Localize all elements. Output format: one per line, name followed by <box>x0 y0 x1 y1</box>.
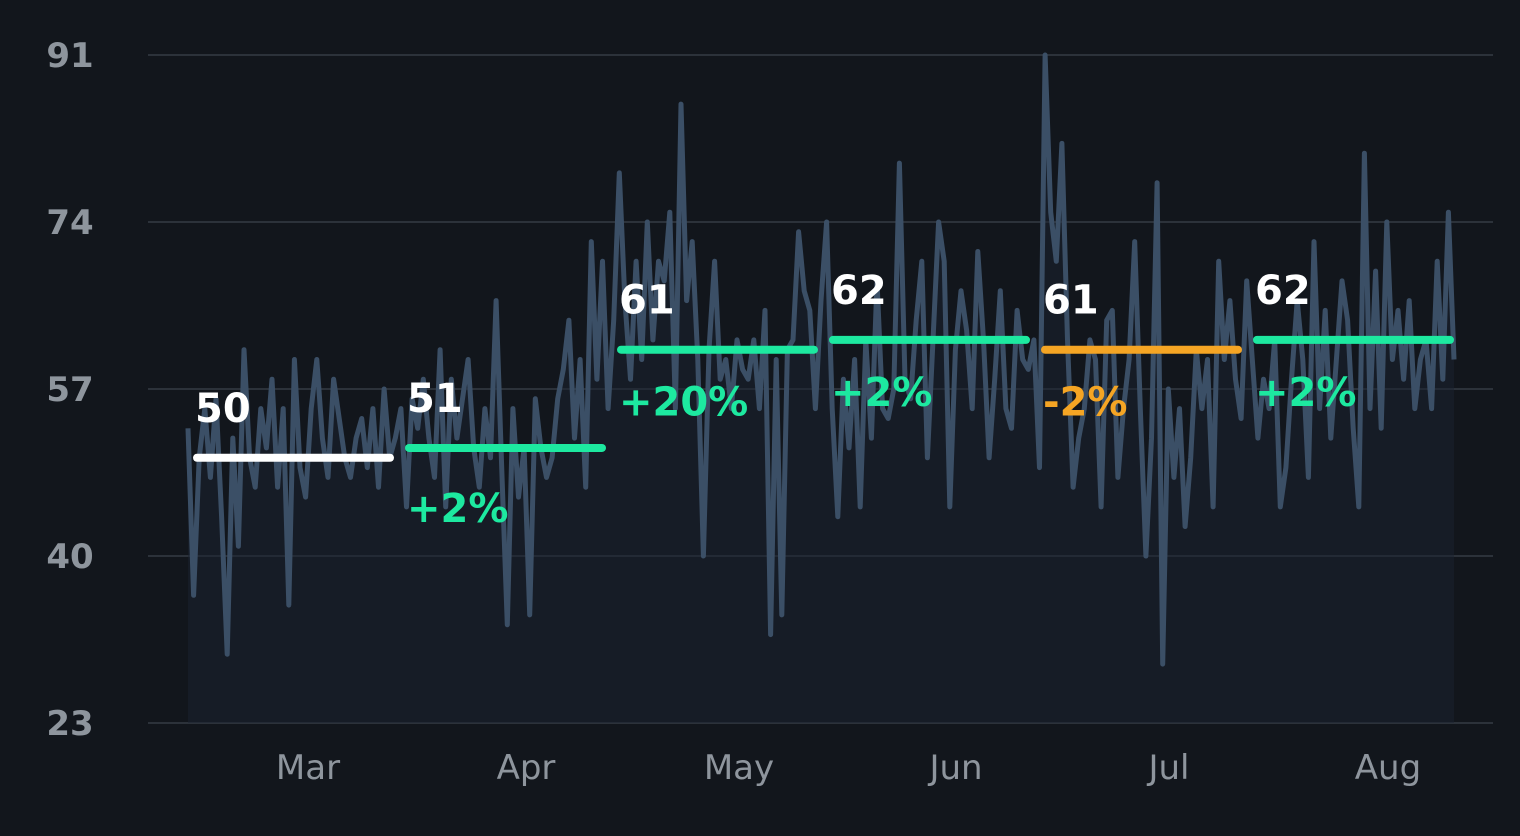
x-tick-label: Apr <box>497 748 556 788</box>
segment-change-label: +2% <box>831 370 932 416</box>
x-tick-label: Jul <box>1146 748 1189 788</box>
x-tick-label: Jun <box>927 748 982 788</box>
segment-change-label: +2% <box>1255 370 1356 416</box>
segment-average-label: 51 <box>407 376 463 422</box>
y-tick-label: 40 <box>46 537 93 577</box>
segment-change-label: +20% <box>619 380 748 426</box>
segment-group: 62 +2% <box>1253 268 1454 416</box>
segment-group: 62 +2% <box>829 268 1030 416</box>
series-line <box>185 52 1457 667</box>
x-axis-ticks: Mar Apr May Jun Jul Aug <box>276 748 1421 788</box>
x-tick-label: Aug <box>1355 748 1421 788</box>
segment-group: 50 <box>193 386 394 462</box>
series-layer <box>185 52 1457 723</box>
segment-average-label: 62 <box>831 268 887 314</box>
segment-average-label: 61 <box>619 278 675 324</box>
segment-average-label: 61 <box>1043 278 1099 324</box>
x-tick-label: May <box>704 748 774 788</box>
segment-average-label: 62 <box>1255 268 1311 314</box>
y-tick-label: 74 <box>46 203 93 243</box>
y-tick-label: 23 <box>46 704 93 744</box>
y-tick-label: 91 <box>46 36 93 76</box>
segment-group: 61 +20% <box>617 278 818 426</box>
y-tick-label: 57 <box>46 370 93 410</box>
x-tick-label: Mar <box>276 748 340 788</box>
segment-group: 51 +2% <box>405 376 606 532</box>
segment-average-label: 50 <box>195 386 251 432</box>
y-axis-ticks: 91 74 57 40 23 <box>46 36 93 744</box>
segment-change-label: -2% <box>1043 380 1128 426</box>
segment-change-label: +2% <box>407 486 508 532</box>
segment-group: 61 -2% <box>1041 278 1242 426</box>
segment-averages: 50 51 +2% 61 +20% 62 +2% 61 -2% 62 +2% <box>193 268 1454 532</box>
